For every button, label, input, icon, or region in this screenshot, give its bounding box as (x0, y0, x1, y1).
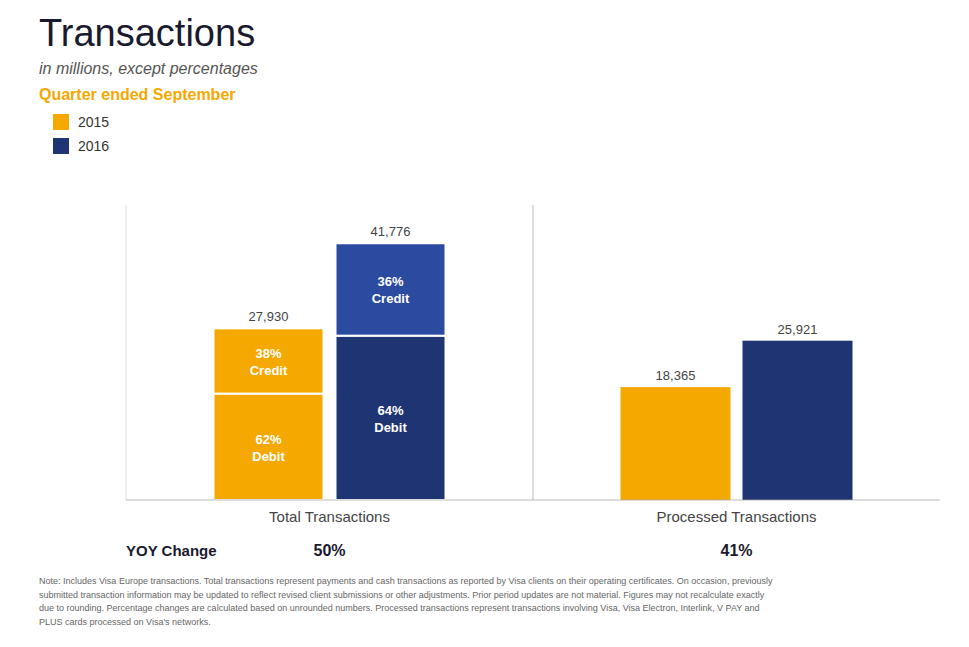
yoy-value: 41% (720, 542, 752, 559)
y-axis-line (126, 205, 127, 500)
segment-share: 36% (377, 274, 403, 289)
segment-share: 62% (255, 432, 281, 447)
bar (336, 243, 446, 500)
background (0, 0, 969, 647)
x-axis-line (126, 500, 940, 501)
chart: Transactions in millions, except percenta… (0, 0, 969, 647)
segment-name: Credit (372, 291, 410, 306)
note: Note: Includes Visa Europe transactions.… (39, 576, 773, 627)
bar (214, 328, 324, 500)
bar-segment (214, 394, 324, 500)
labels: 62% Debit 38% Credit 27,930 18,365 64% Debit 36%… (249, 224, 818, 464)
segment-label: 36% Credit (372, 274, 410, 306)
data-label: 27,930 (249, 309, 289, 324)
segment-name: Debit (252, 449, 285, 464)
title: Transactions (39, 12, 255, 54)
segment-label: 64% Debit (374, 403, 407, 435)
section-label: Quarter ended September (39, 86, 236, 103)
bar-segment (336, 336, 446, 500)
bar-segment (214, 328, 324, 393)
legend-swatch (53, 114, 69, 130)
data-label: 18,365 (656, 368, 696, 383)
legend-label: 2016 (78, 138, 109, 154)
bars (214, 243, 853, 500)
bar (743, 341, 853, 500)
data-label: 25,921 (778, 322, 818, 337)
segment-name: Credit (250, 363, 288, 378)
group-separator (533, 205, 534, 500)
bar (621, 387, 731, 500)
segment-share: 64% (377, 403, 403, 418)
yoy-label: YOY Change (126, 542, 217, 559)
yoy-value: 50% (313, 542, 345, 559)
bar-segment (336, 243, 446, 335)
legend-swatch (53, 138, 69, 154)
legend-label: 2015 (78, 114, 109, 130)
x-tick-label: Processed Transactions (656, 508, 816, 525)
segment-name: Debit (374, 420, 407, 435)
segment-label: 38% Credit (250, 346, 288, 378)
x-tick-label: Total Transactions (269, 508, 390, 525)
segment-label: 62% Debit (252, 432, 285, 464)
segment-share: 38% (255, 346, 281, 361)
subtitle: in millions, except percentages (39, 60, 258, 77)
data-label: 41,776 (371, 224, 411, 239)
